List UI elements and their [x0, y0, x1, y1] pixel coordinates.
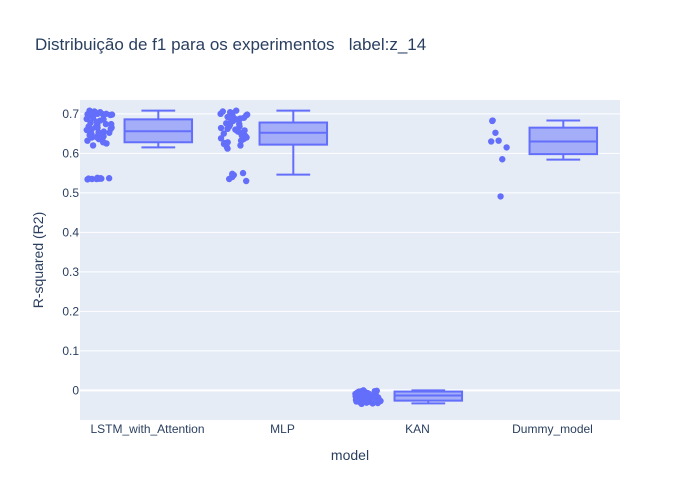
y-tick-label: 0.2 — [62, 304, 79, 318]
y-tick-label: 0.3 — [62, 265, 79, 279]
data-point — [375, 396, 383, 404]
data-point — [487, 138, 495, 145]
x-axis-title: model — [331, 447, 369, 463]
data-point — [495, 137, 502, 144]
data-point — [224, 125, 231, 133]
data-point — [83, 115, 90, 123]
box-MLP — [217, 107, 329, 185]
data-point — [223, 120, 230, 127]
y-tick-label: 0.6 — [62, 146, 79, 160]
data-point — [224, 113, 231, 121]
x-tick-label: MLP — [270, 422, 295, 436]
y-tick-label: 0.5 — [62, 186, 79, 200]
chart-title: Distribuição de f1 para os experimentos … — [35, 35, 426, 54]
data-point — [236, 120, 243, 128]
data-point — [217, 124, 225, 132]
data-point — [235, 128, 242, 135]
box-LSTM_with_Attention — [83, 107, 194, 183]
data-point — [98, 175, 105, 182]
y-axis-title: R-squared (R2) — [30, 212, 46, 308]
y-tick-label: 0.1 — [62, 344, 79, 358]
data-point — [497, 193, 504, 200]
x-tick-label: Dummy_model — [512, 422, 593, 436]
data-point — [217, 135, 225, 142]
data-point — [219, 108, 227, 115]
data-point — [89, 142, 97, 149]
x-tick-labels: LSTM_with_Attention MLP KAN Dummy_model — [90, 422, 592, 436]
data-point — [107, 111, 114, 119]
box-KAN — [352, 387, 464, 408]
data-point — [489, 117, 496, 125]
data-point — [369, 400, 376, 407]
data-point — [503, 144, 510, 151]
data-point — [108, 120, 115, 128]
data-point — [240, 133, 248, 140]
data-point — [88, 130, 95, 138]
data-point — [105, 175, 113, 182]
data-point — [87, 119, 94, 127]
data-point — [99, 111, 107, 118]
y-tick-label: 0 — [72, 383, 79, 397]
y-tick-label: 0.7 — [62, 107, 79, 121]
data-point — [492, 129, 499, 136]
y-tick-labels: 0 0.1 0.2 0.3 0.4 0.5 0.6 0.7 — [62, 107, 79, 398]
data-point — [361, 394, 369, 401]
data-point — [354, 389, 361, 396]
x-tick-label: KAN — [405, 422, 430, 436]
data-point — [237, 142, 244, 149]
data-point — [242, 177, 250, 185]
data-point — [102, 120, 110, 128]
y-tick-label: 0.4 — [62, 225, 79, 239]
data-point — [229, 117, 237, 125]
box-series — [83, 107, 599, 408]
data-point — [371, 387, 378, 395]
data-point — [99, 138, 107, 145]
data-point — [220, 130, 227, 137]
data-point — [239, 169, 247, 177]
data-point — [88, 110, 96, 117]
box-Dummy_model — [487, 117, 599, 200]
data-point — [241, 127, 248, 134]
data-point — [94, 124, 101, 132]
data-point — [499, 156, 506, 163]
x-tick-label: LSTM_with_Attention — [90, 422, 204, 436]
data-point — [93, 133, 100, 141]
data-point — [229, 173, 236, 180]
data-point — [240, 114, 248, 121]
data-point — [93, 175, 100, 183]
data-point — [106, 129, 113, 136]
data-point — [100, 116, 107, 123]
data-point — [84, 176, 91, 183]
data-point — [221, 139, 228, 147]
data-point — [100, 128, 107, 135]
